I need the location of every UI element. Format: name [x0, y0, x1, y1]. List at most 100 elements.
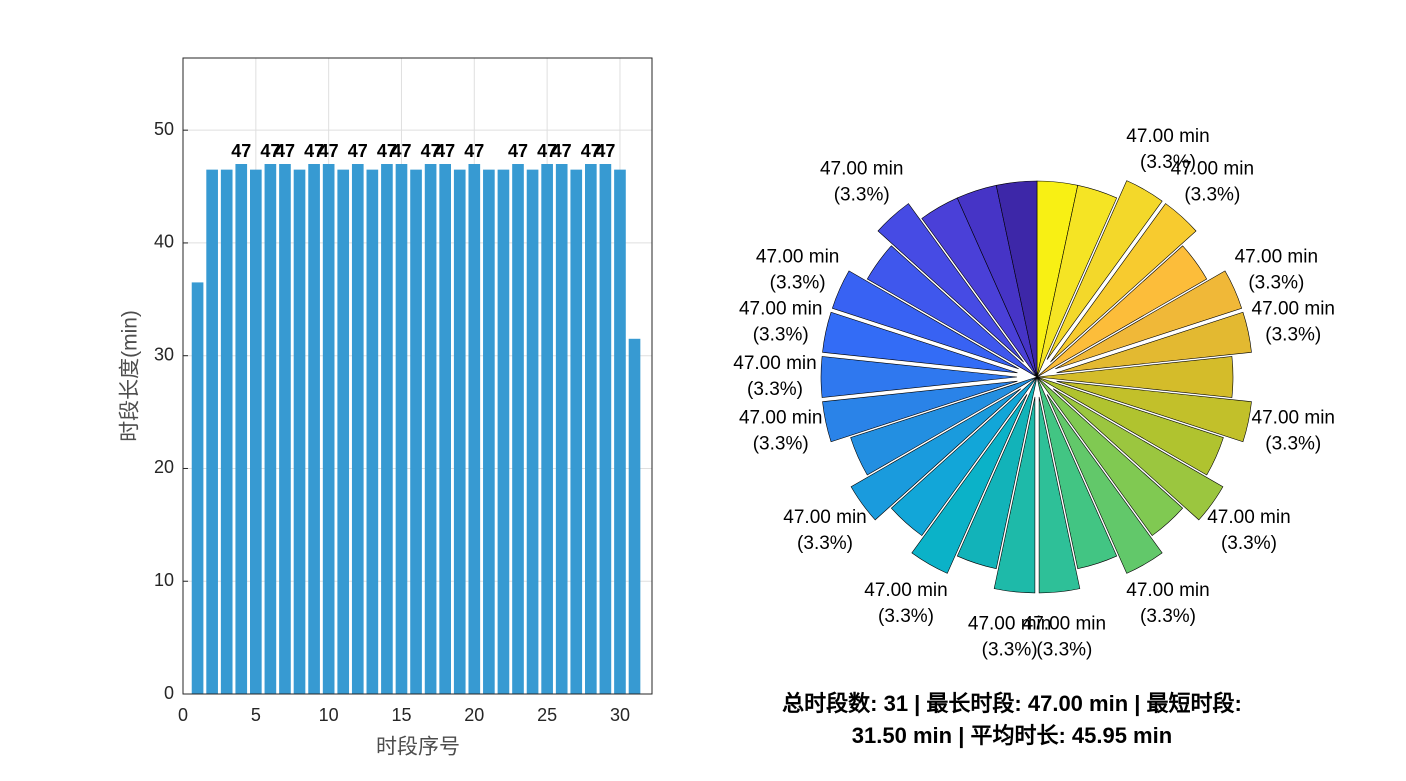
pie-value-label: 47.00 min — [1252, 407, 1335, 428]
pie-slice — [890, 376, 1038, 536]
pie-value-label: 47.00 min — [1171, 158, 1254, 179]
pie-slice — [866, 245, 1038, 378]
x-tick-label: 20 — [464, 705, 484, 725]
y-tick-label: 20 — [154, 457, 174, 477]
pie-slice — [1046, 394, 1163, 574]
pie-percent-label: (3.3%) — [1221, 533, 1277, 554]
bar-value-label: 47 — [348, 141, 368, 161]
x-tick-label: 15 — [391, 705, 411, 725]
pie-percent-label: (3.3%) — [747, 379, 803, 400]
bar — [395, 164, 408, 694]
pie-value-label: 47.00 min — [820, 158, 903, 179]
pie-percent-label: (3.3%) — [1265, 325, 1321, 346]
bar — [250, 169, 262, 694]
pie-percent-label: (3.3%) — [1184, 184, 1240, 205]
y-axis-label: 时段长度(min) — [119, 310, 142, 442]
bar — [439, 164, 451, 694]
axes-box — [182, 57, 653, 695]
bar — [191, 282, 204, 694]
bar-value-label: 47 — [537, 141, 557, 161]
pie-value-label: 47.00 min — [1207, 507, 1290, 528]
bar — [570, 169, 583, 694]
pie-slice — [850, 376, 1038, 476]
pie-value-label: 47.00 min — [1126, 126, 1209, 147]
pie-slice — [820, 356, 1018, 398]
summary-line: 31.50 min | 平均时长: 45.95 min — [852, 723, 1172, 748]
bar-value-label: 47 — [595, 141, 615, 161]
bar — [220, 169, 233, 694]
pie-slice — [911, 394, 1028, 574]
bar-value-label: 47 — [508, 141, 528, 161]
pie-percent-label: (3.3%) — [753, 433, 809, 454]
pie-slice — [1036, 376, 1184, 536]
pie-slice — [1052, 388, 1224, 521]
pie-value-label: 47.00 min — [1023, 614, 1106, 635]
pie-value-label: 47.00 min — [733, 353, 816, 374]
pie-slice — [877, 203, 1024, 363]
bar — [308, 164, 320, 694]
x-axis-label: 时段序号 — [376, 736, 460, 759]
pie-slice — [1036, 184, 1118, 378]
summary-line: 总时段数: 31 | 最长时段: 47.00 min | 最短时段: — [782, 691, 1242, 716]
bar — [453, 169, 466, 694]
bar-value-label: 47 — [304, 141, 324, 161]
pie-value-label: 47.00 min — [1126, 580, 1209, 601]
bar-value-label: 47 — [552, 141, 572, 161]
bar-value-label: 47 — [231, 141, 251, 161]
pie-slice — [1036, 376, 1118, 570]
pie-slice — [1056, 311, 1252, 374]
bar — [526, 169, 539, 694]
pie-slice — [1036, 245, 1208, 378]
pie-slice — [831, 270, 1019, 370]
pie-slice — [850, 388, 1022, 521]
x-tick-label: 5 — [251, 705, 261, 725]
pie-percent-label: (3.3%) — [1265, 433, 1321, 454]
bar-value-label: 47 — [581, 141, 601, 161]
y-tick-label: 0 — [164, 683, 174, 703]
pie-slice — [1050, 203, 1197, 363]
bar-value-label: 47 — [391, 141, 411, 161]
bar-value-label: 47 — [275, 141, 295, 161]
bar-value-label: 47 — [260, 141, 280, 161]
bar — [599, 164, 612, 694]
bar — [628, 338, 641, 694]
pie-slice — [956, 376, 1038, 570]
pie-value-label: 47.00 min — [1252, 299, 1335, 320]
pie-slice — [1036, 376, 1224, 476]
bar — [206, 169, 218, 694]
bar-value-label: 47 — [421, 141, 441, 161]
pie-percent-label: (3.3%) — [878, 606, 934, 627]
y-tick-label: 10 — [154, 570, 174, 590]
pie-slice — [995, 180, 1038, 378]
bar — [293, 169, 306, 694]
bar — [555, 164, 568, 694]
bar — [279, 164, 291, 694]
bar — [497, 169, 510, 694]
bar-value-label: 47 — [319, 141, 339, 161]
bar — [235, 164, 248, 694]
pie-value-label: 47.00 min — [739, 299, 822, 320]
pie-value-label: 47.00 min — [756, 246, 839, 267]
pie-percent-label: (3.3%) — [982, 640, 1038, 661]
bar — [366, 169, 379, 694]
pie-slice — [1046, 180, 1163, 360]
bar — [614, 169, 626, 694]
bar-value-label: 47 — [435, 141, 455, 161]
pie-value-label: 47.00 min — [739, 407, 822, 428]
bar — [322, 164, 335, 694]
bar — [541, 164, 553, 694]
pie-percent-label: (3.3%) — [834, 184, 890, 205]
pie-percent-label: (3.3%) — [753, 325, 809, 346]
pie-value-label: 47.00 min — [968, 614, 1051, 635]
pie-percent-label: (3.3%) — [797, 533, 853, 554]
pie-slice — [1036, 356, 1234, 398]
bar — [483, 169, 495, 694]
pie-value-label: 47.00 min — [864, 580, 947, 601]
pie-percent-label: (3.3%) — [1248, 272, 1304, 293]
pie-percent-label: (3.3%) — [770, 272, 826, 293]
x-tick-label: 25 — [537, 705, 557, 725]
pie-percent-label: (3.3%) — [1036, 640, 1092, 661]
pie-slice — [1055, 270, 1243, 370]
